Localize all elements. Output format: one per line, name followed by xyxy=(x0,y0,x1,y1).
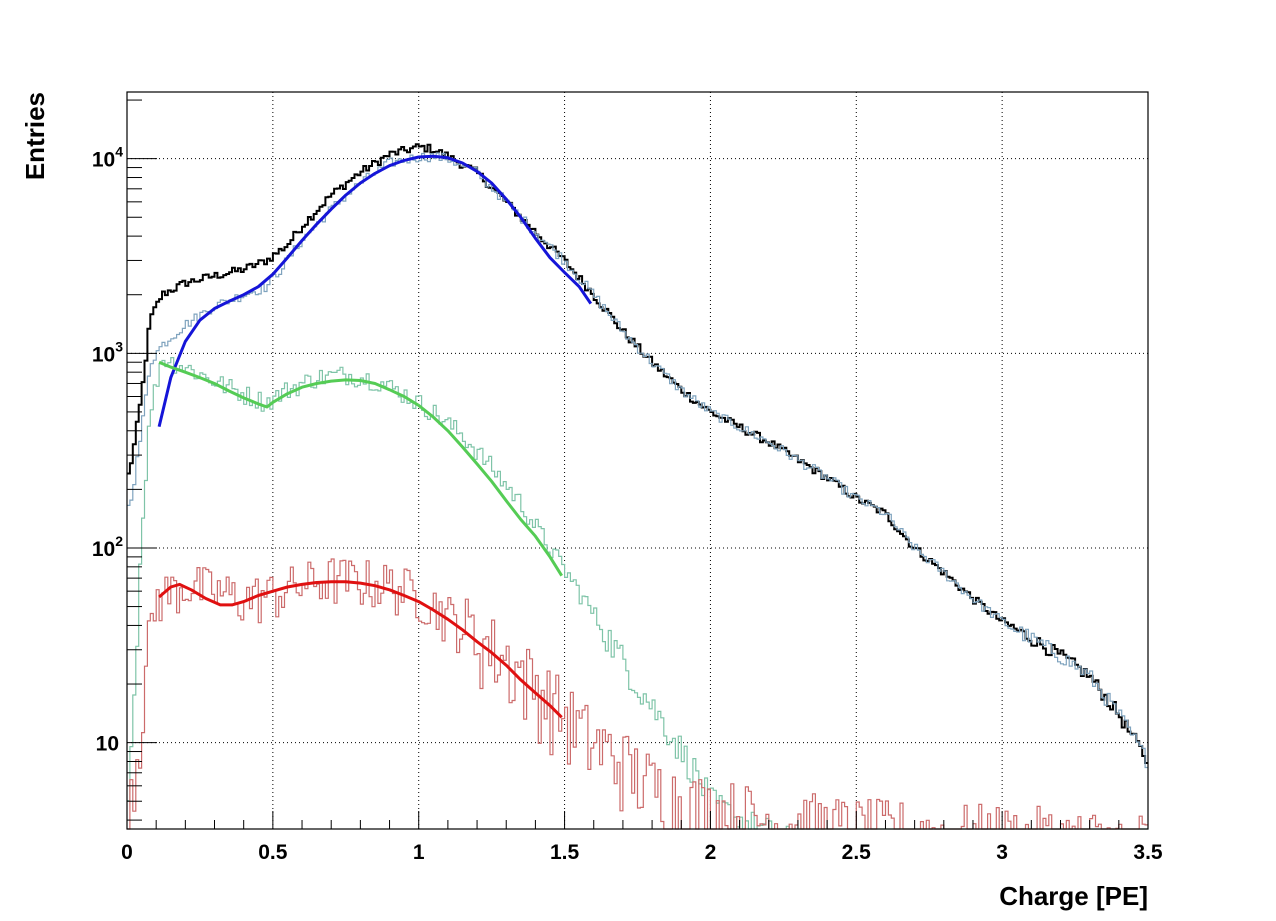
x-tick-label: 3.5 xyxy=(1133,841,1163,864)
y-tick-label: 104 xyxy=(92,144,123,172)
x-tick-label: 2.5 xyxy=(842,841,872,864)
y-tick-exponent: 4 xyxy=(115,144,123,160)
fit-curve-2 xyxy=(158,580,563,719)
y-tick-base: 10 xyxy=(92,538,115,561)
y-tick-label: 10 xyxy=(96,733,119,756)
grid xyxy=(127,92,1148,829)
y-tick-label: 102 xyxy=(92,533,123,561)
fit-curve-0 xyxy=(157,154,593,428)
x-tick-label: 3 xyxy=(996,841,1008,864)
x-tick-label: 1.5 xyxy=(550,841,580,864)
x-tick-label: 1 xyxy=(413,841,425,864)
plot-frame xyxy=(126,91,1149,830)
axis-ticks xyxy=(126,99,1149,829)
y-tick-label: 103 xyxy=(92,338,123,366)
y-tick-base: 10 xyxy=(92,343,115,366)
y-tick-exponent: 3 xyxy=(115,338,123,354)
x-tick-label: 2 xyxy=(705,841,717,864)
x-axis-label: Charge [PE] xyxy=(999,881,1148,911)
y-tick-exponent: 2 xyxy=(115,533,123,549)
x-tick-label: 0 xyxy=(121,841,133,864)
y-tick-base: 10 xyxy=(92,149,115,172)
plot-series xyxy=(127,143,1148,830)
x-tick-label: 0.5 xyxy=(258,841,288,864)
y-axis-label: Entries xyxy=(20,92,50,180)
fit-curve-1 xyxy=(158,360,563,577)
